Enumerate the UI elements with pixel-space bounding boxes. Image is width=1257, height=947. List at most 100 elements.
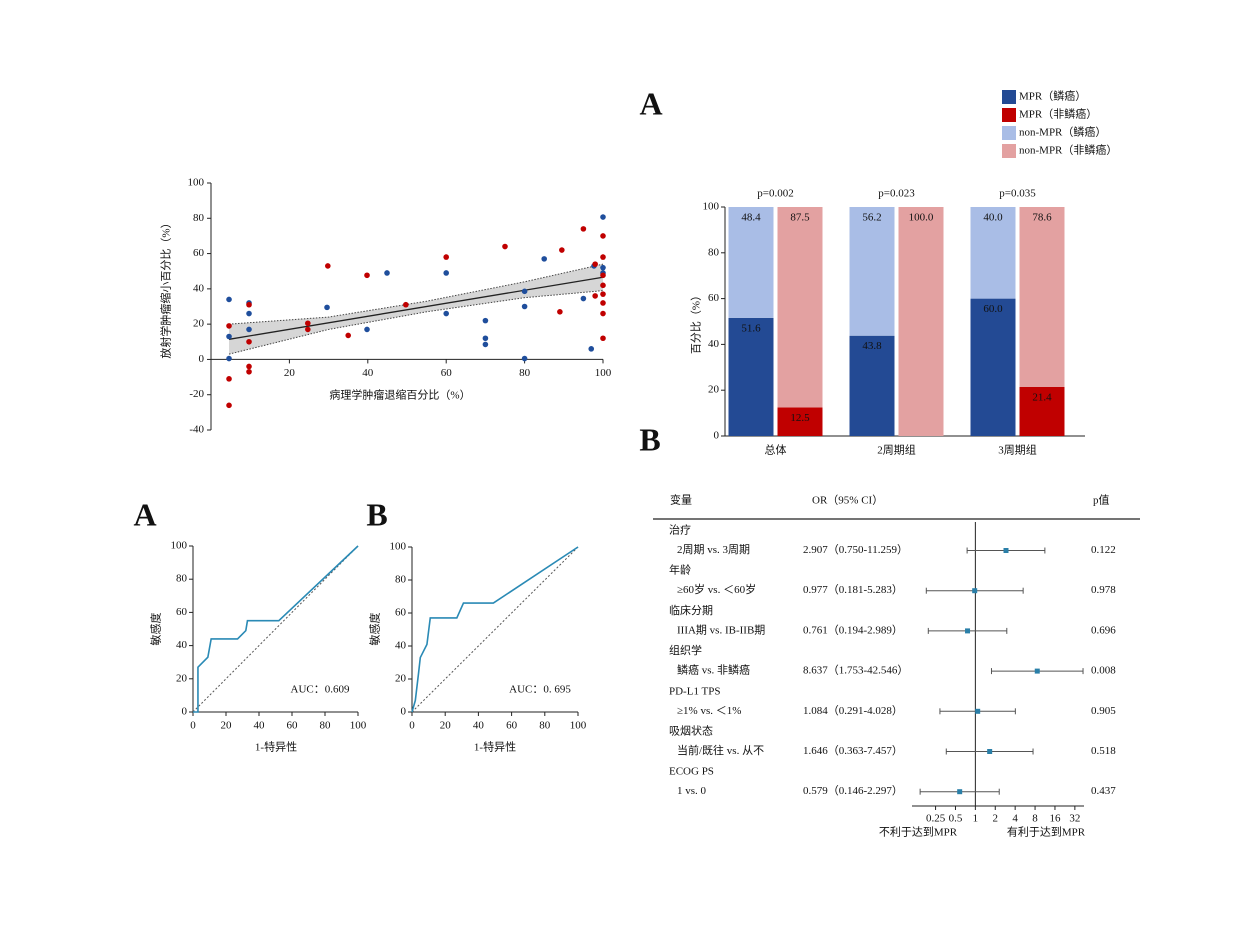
or-label: 0.579（0.146-2.297）	[803, 784, 903, 797]
point	[600, 300, 606, 306]
bar-segment	[1019, 207, 1065, 387]
y-tick-label: 60	[708, 292, 720, 304]
p-value: 0.978	[1091, 584, 1116, 596]
row-label: 2周期 vs. 3周期	[677, 543, 750, 556]
x-tick-label: 0	[190, 720, 196, 732]
y-tick-label: 80	[395, 574, 407, 586]
legend-label: non-MPR（非鳞癌）	[1019, 143, 1117, 157]
value-label: 100.0	[909, 212, 934, 224]
point	[226, 323, 232, 329]
bar-segment	[898, 207, 944, 436]
point	[559, 247, 565, 253]
or-point	[1003, 548, 1009, 553]
reference-line	[411, 546, 579, 713]
p-value: 0.518	[1091, 745, 1116, 757]
panel-label: B	[639, 421, 660, 457]
x-tick-label: 80	[519, 367, 531, 379]
x-tick-label: 80	[320, 720, 332, 732]
bar-segment	[728, 207, 774, 318]
value-label: 43.8	[862, 340, 882, 352]
group-label: 临床分期	[669, 603, 713, 617]
y-tick-label: 40	[708, 338, 720, 350]
or-label: 8.637（1.753-42.546）	[803, 664, 908, 677]
point	[325, 263, 331, 269]
legend-label: non-MPR（鳞癌）	[1019, 125, 1106, 139]
point	[226, 333, 232, 340]
point	[246, 368, 252, 375]
x-tick-label: 20	[440, 720, 452, 732]
point	[482, 335, 489, 342]
x-tick-label: 60	[506, 720, 518, 732]
point	[592, 261, 598, 267]
point	[521, 355, 528, 362]
point	[600, 282, 606, 289]
group-label: 年龄	[669, 563, 691, 577]
y-axis-label: 敏感度	[149, 613, 163, 646]
value-label: 12.5	[790, 412, 810, 424]
bar-segment	[970, 207, 1016, 299]
value-label: 40.0	[983, 212, 1003, 224]
y-tick-label: 100	[188, 177, 205, 189]
legend-swatch	[1002, 90, 1016, 104]
point	[324, 304, 330, 311]
point	[246, 338, 252, 345]
fit-line	[228, 276, 604, 340]
y-tick-label: 40	[395, 640, 407, 652]
y-tick-label: 40	[193, 282, 205, 294]
p-value: p=0.023	[878, 188, 915, 200]
point	[600, 214, 606, 220]
group-label: PD-L1 TPS	[669, 685, 720, 697]
point	[443, 254, 450, 260]
y-tick-label: 80	[193, 212, 205, 224]
category-label: 总体	[765, 443, 787, 457]
favor-label: 不利于达到MPR	[879, 826, 958, 839]
point	[364, 272, 370, 279]
y-tick-label: 40	[176, 639, 188, 651]
point	[592, 293, 598, 299]
point	[482, 317, 489, 324]
x-tick-label: 40	[473, 720, 485, 732]
legend-swatch	[1002, 108, 1016, 122]
point	[600, 310, 606, 317]
or-point	[975, 708, 981, 714]
point	[600, 233, 606, 239]
y-tick-label: 0	[401, 706, 407, 718]
bar-segment	[849, 335, 895, 436]
p-value: 0.696	[1091, 624, 1116, 636]
legend-label: MPR（鳞癌）	[1019, 89, 1086, 103]
x-tick-label: 0.5	[949, 813, 963, 825]
point	[345, 332, 352, 339]
point	[443, 270, 450, 276]
x-tick-label: 2	[993, 813, 999, 825]
point	[600, 272, 606, 279]
x-tick-label: 100	[570, 720, 587, 732]
p-value: 0.905	[1091, 705, 1116, 717]
row-label: ≥60岁 vs. ＜60岁	[677, 582, 756, 596]
y-tick-label: 20	[193, 318, 205, 330]
x-tick-label: 40	[254, 720, 266, 732]
bar-segment	[777, 407, 823, 436]
panel-label: A	[639, 85, 662, 121]
bar-segment	[728, 317, 774, 436]
ci-upper	[228, 263, 604, 325]
value-label: 48.4	[741, 212, 761, 224]
panel-label: B	[366, 496, 387, 532]
point	[403, 301, 409, 308]
point	[521, 303, 528, 310]
y-tick-label: 60	[176, 606, 188, 618]
auc-label: AUC：0. 695	[509, 684, 571, 696]
x-axis-label: 病理学肿瘤退缩百分比（%）	[329, 388, 470, 402]
row-label: ≥1% vs. ＜1%	[677, 705, 741, 717]
y-tick-label: 80	[708, 246, 720, 258]
ci-lower	[228, 290, 604, 355]
y-tick-label: 60	[193, 247, 205, 259]
x-tick-label: 4	[1012, 813, 1018, 825]
favor-label: 有利于达到MPR	[1007, 825, 1086, 839]
point	[246, 363, 252, 370]
value-label: 78.6	[1032, 212, 1052, 224]
x-axis-label: 1-特异性	[255, 740, 297, 754]
row-label: 当前/既往 vs. 从不	[677, 743, 764, 757]
point	[246, 326, 252, 333]
x-axis-label: 1-特异性	[474, 740, 516, 754]
